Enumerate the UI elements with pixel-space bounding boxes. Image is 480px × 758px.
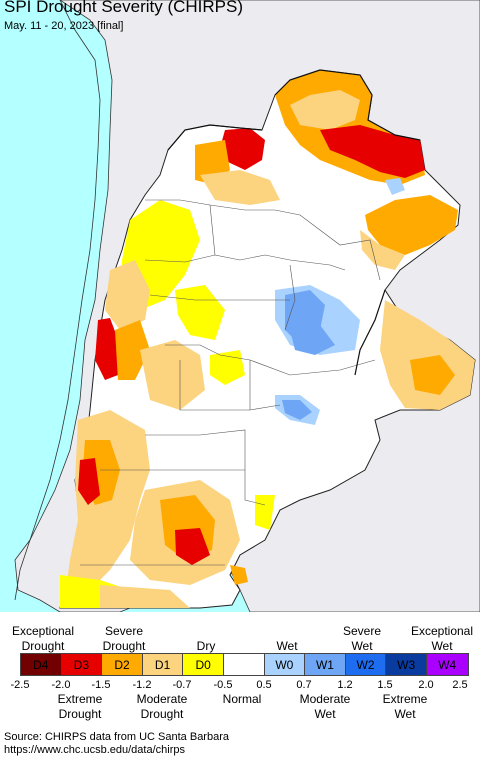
legend-label-severe-wet: Severe Wet bbox=[318, 624, 406, 654]
map-title: SPI Drought Severity (CHIRPS) bbox=[4, 0, 244, 16]
legend-label-exceptional-drought: Exceptional Drought bbox=[0, 624, 87, 654]
legend-tick: 2.0 bbox=[418, 679, 434, 691]
legend-label-text: Severe Wet bbox=[342, 624, 382, 653]
legend-label-text: Extreme Drought bbox=[57, 692, 103, 721]
legend-box-w1: W1 bbox=[305, 654, 346, 675]
legend-box-w2: W2 bbox=[345, 654, 387, 675]
legend-tick: -1.2 bbox=[132, 679, 152, 691]
legend-tick: 0.5 bbox=[256, 679, 272, 691]
legend-box-d1: D1 bbox=[142, 654, 184, 675]
legend-label-text: Moderate Wet bbox=[299, 692, 351, 721]
legend-label-extreme-drought: Extreme Drought bbox=[40, 692, 120, 722]
legend-box-w3: W3 bbox=[386, 654, 427, 675]
legend-label-text: Dry bbox=[196, 639, 216, 653]
legend-tick: 2.5 bbox=[452, 679, 468, 691]
legend-box-w4: W4 bbox=[426, 654, 468, 675]
legend-box-d4: D4 bbox=[21, 654, 62, 675]
legend-label-text: Severe Drought bbox=[102, 624, 146, 653]
map-date-range: May. 11 - 20, 2023 [final] bbox=[4, 20, 124, 32]
legend-color-scale: D4 D3 D2 D1 D0 W0 W1 W2 W3 W4 bbox=[20, 653, 469, 676]
legend-box-normal bbox=[223, 654, 265, 675]
legend-label-dry: Dry bbox=[162, 639, 250, 654]
legend-label-text: Moderate Drought bbox=[136, 692, 188, 721]
legend-tick: 0.7 bbox=[296, 679, 312, 691]
chile-coast bbox=[14, 0, 101, 601]
legend-tick: 1.2 bbox=[337, 679, 353, 691]
legend-box-d3: D3 bbox=[61, 654, 103, 675]
source-line: Source: CHIRPS data from UC Santa Barbar… bbox=[4, 731, 229, 743]
drought-map bbox=[0, 0, 480, 612]
national-borders bbox=[167, 69, 421, 376]
legend-tick: -2.0 bbox=[51, 679, 71, 691]
legend-label-exceptional-wet: Exceptional Wet bbox=[398, 624, 480, 654]
legend-label-normal: Normal bbox=[202, 692, 282, 707]
legend-label-text: Exceptional Wet bbox=[410, 624, 474, 653]
legend-tick: -1.5 bbox=[91, 679, 111, 691]
legend-label-moderate-drought: Moderate Drought bbox=[122, 692, 202, 722]
legend-tick: -0.5 bbox=[213, 679, 233, 691]
legend-label-extreme-wet: Extreme Wet bbox=[365, 692, 445, 722]
legend-tick: 1.5 bbox=[377, 679, 393, 691]
province-boundaries bbox=[80, 199, 381, 566]
legend-label-text: Normal bbox=[222, 692, 262, 706]
legend-label-severe-drought: Severe Drought bbox=[80, 624, 168, 654]
drought-patches bbox=[60, 70, 475, 608]
legend-tick: -0.7 bbox=[172, 679, 192, 691]
source-credit: Source: CHIRPS data from UC Santa Barbar… bbox=[4, 731, 229, 757]
wet-patches bbox=[275, 178, 405, 425]
legend-box-w0: W0 bbox=[264, 654, 306, 675]
legend-label-text: Extreme Wet bbox=[382, 692, 428, 721]
legend-label-moderate-wet: Moderate Wet bbox=[285, 692, 365, 722]
legend-box-d0: D0 bbox=[183, 654, 224, 675]
legend-label-text: Exceptional Drought bbox=[11, 624, 75, 653]
source-url: https://www.chc.ucsb.edu/data/chirps bbox=[4, 744, 185, 756]
legend-tick: -2.5 bbox=[10, 679, 30, 691]
legend-label-wet: Wet bbox=[243, 639, 331, 654]
legend-box-d2: D2 bbox=[102, 654, 143, 675]
legend-label-text: Wet bbox=[276, 639, 298, 653]
